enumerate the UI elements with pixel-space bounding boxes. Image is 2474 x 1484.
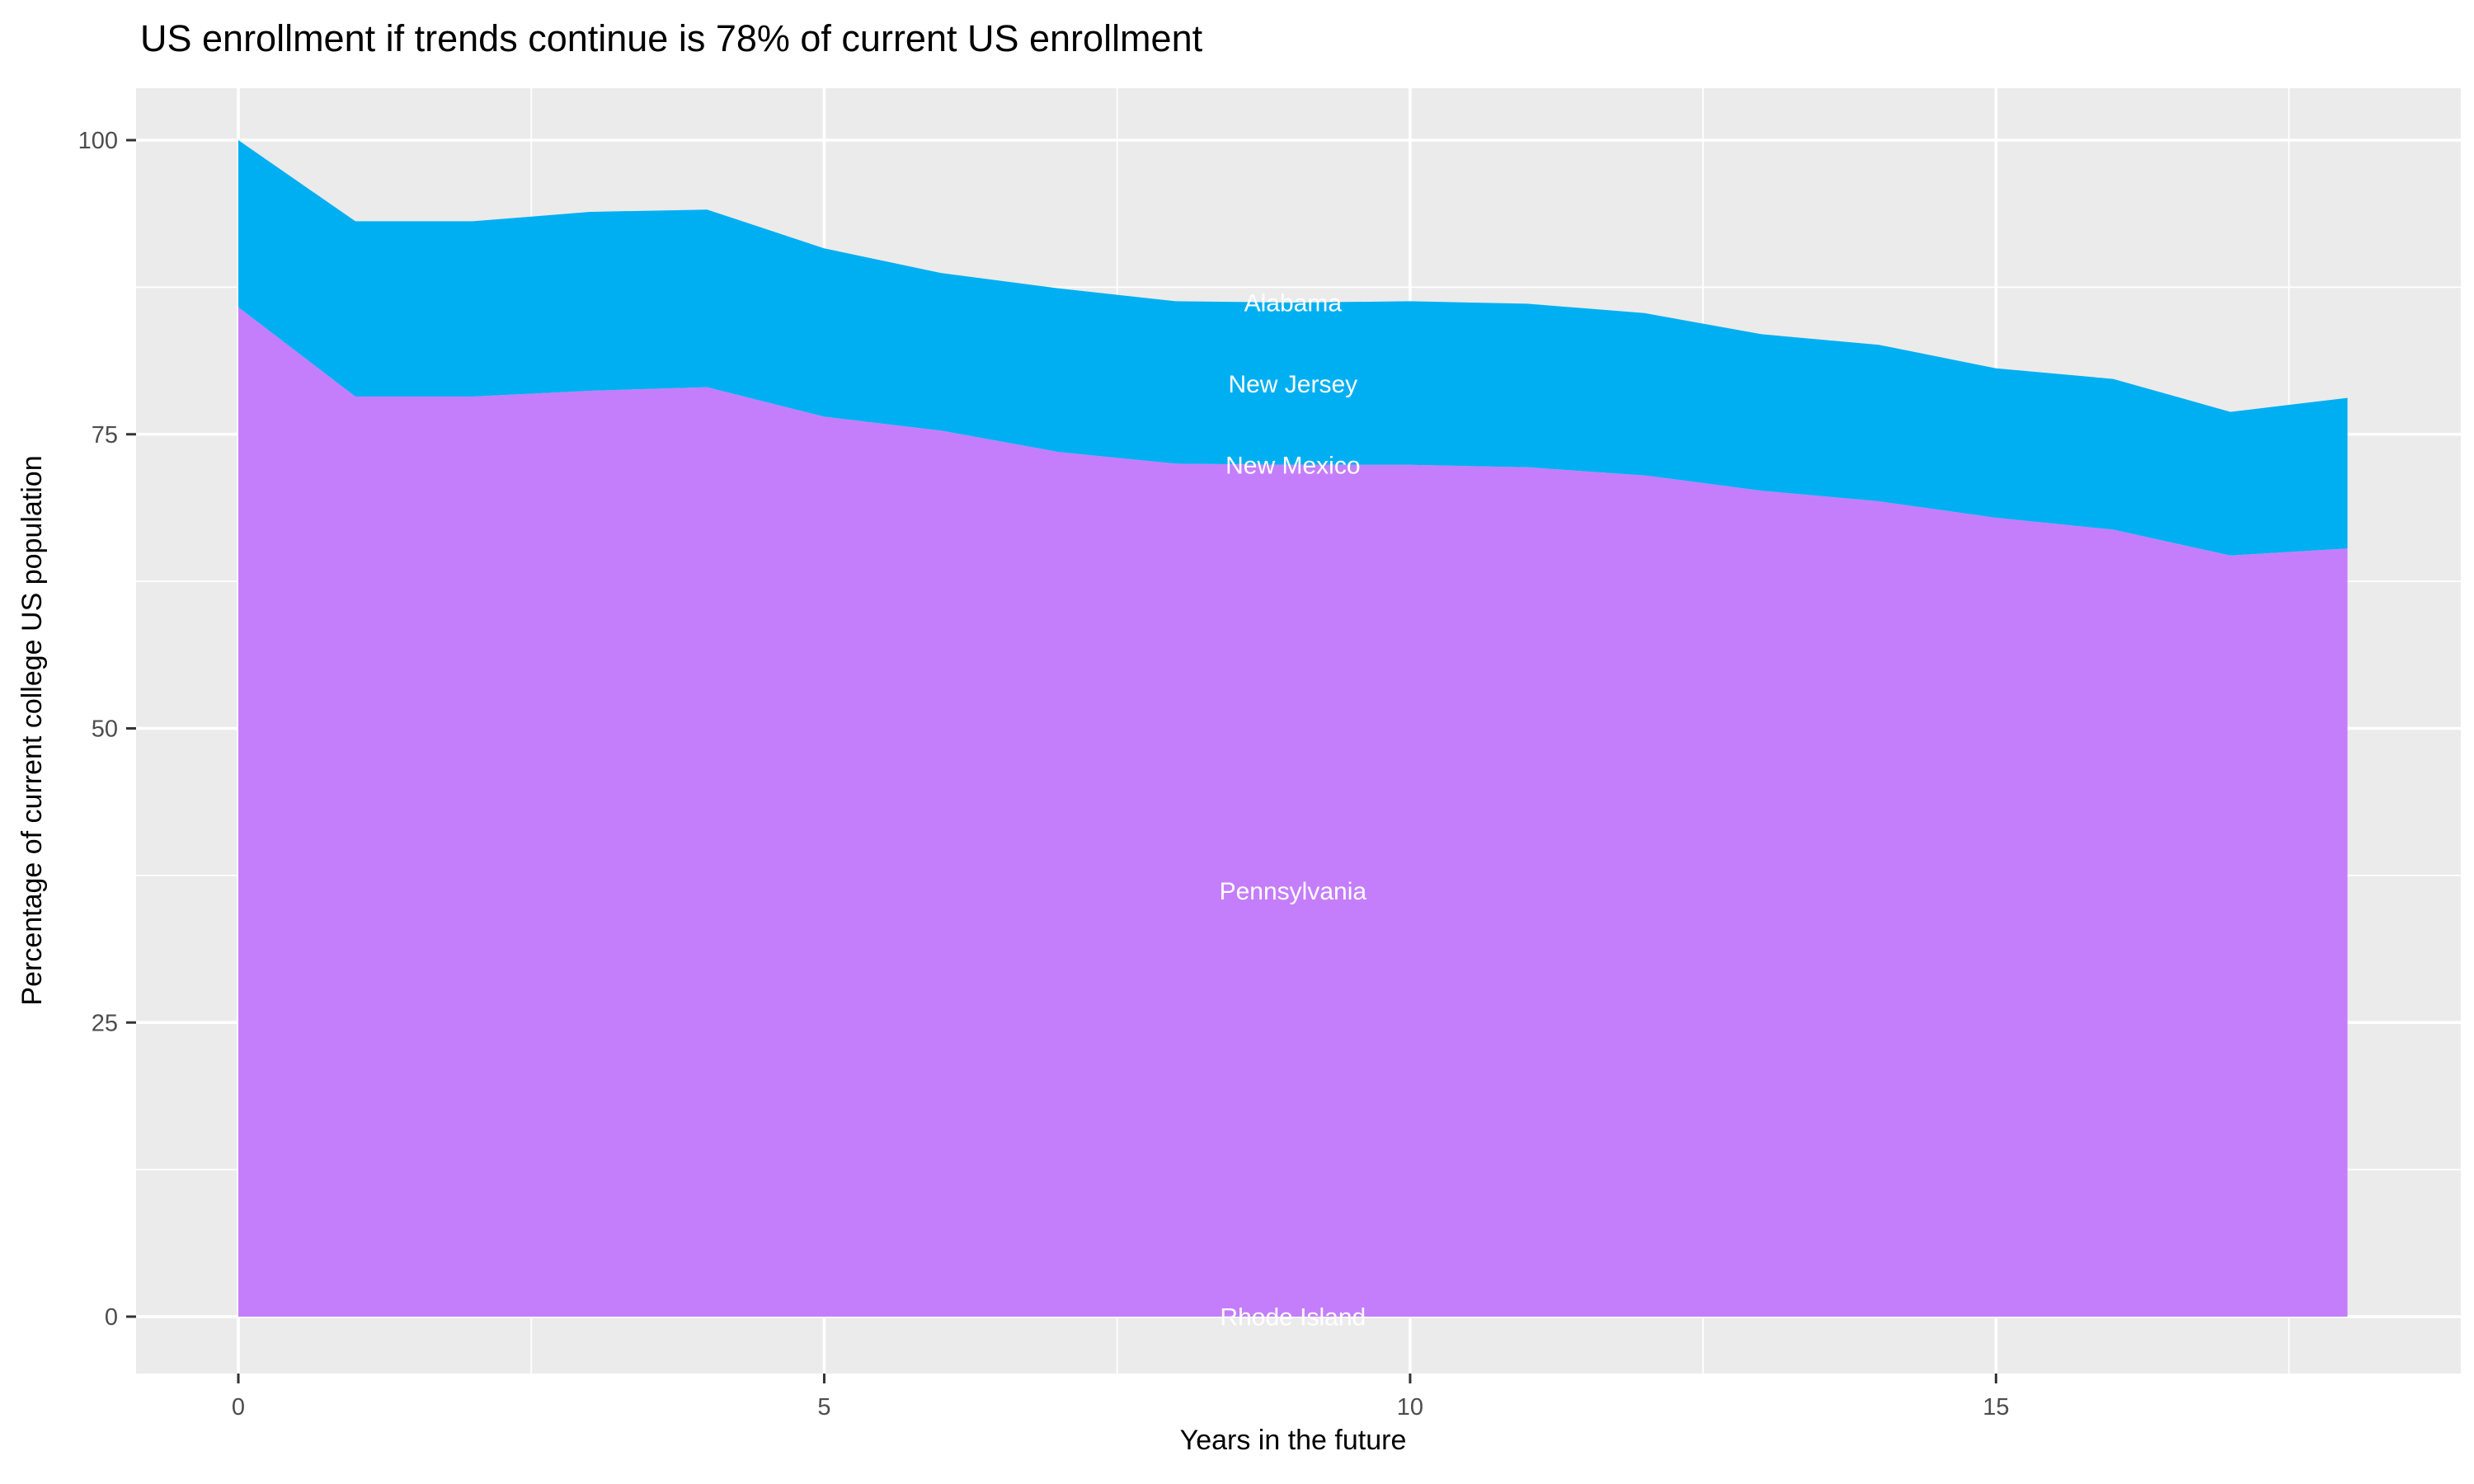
x-tick-label: 10 — [1397, 1394, 1423, 1421]
axis-tick-marks — [126, 139, 1997, 1383]
x-tick-label: 15 — [1982, 1394, 2009, 1421]
area-label-rhode-island: Rhode Island — [1220, 1304, 1366, 1331]
state-area-labels: Alabama New Jersey New Mexico Pennsylvania R… — [1220, 289, 1367, 1331]
y-tick-label: 75 — [92, 422, 118, 448]
area-upper-stack-band-new-jersey — [238, 140, 2348, 556]
y-tick-label: 100 — [78, 128, 118, 154]
x-axis-title: Years in the future — [1180, 1425, 1407, 1456]
area-label-pennsylvania: Pennsylvania — [1220, 878, 1367, 905]
axis-tick-labels: 0 5 10 15 0 25 50 75 100 — [78, 128, 2010, 1421]
y-tick-label: 0 — [105, 1304, 118, 1331]
stacked-areas — [238, 140, 2348, 1317]
x-tick-label: 0 — [232, 1394, 245, 1421]
y-tick-label: 25 — [92, 1010, 118, 1036]
y-tick-label: 50 — [92, 716, 118, 743]
area-label-new-jersey: New Jersey — [1228, 371, 1357, 398]
area-lower-stack-band-pennsylvania — [238, 307, 2348, 1317]
y-axis-title: Percentage of current college US populat… — [16, 455, 48, 1005]
area-label-alabama: Alabama — [1244, 289, 1343, 317]
area-label-new-mexico: New Mexico — [1225, 452, 1360, 479]
x-tick-label: 5 — [817, 1394, 830, 1421]
chart-title: US enrollment if trends continue is 78% … — [140, 17, 1203, 59]
